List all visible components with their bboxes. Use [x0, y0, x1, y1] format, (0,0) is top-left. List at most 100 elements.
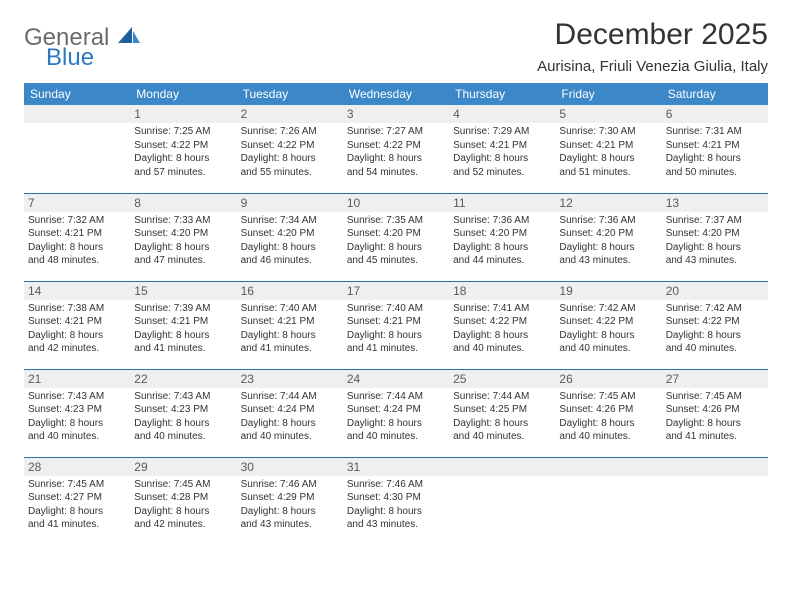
calendar-cell: 17Sunrise: 7:40 AMSunset: 4:21 PMDayligh… [343, 281, 449, 369]
day-number: 30 [237, 458, 343, 476]
calendar-cell: 4Sunrise: 7:29 AMSunset: 4:21 PMDaylight… [449, 105, 555, 193]
sunrise-text: Sunrise: 7:42 AM [666, 302, 764, 316]
calendar-cell [24, 105, 130, 193]
day-number: 3 [343, 105, 449, 123]
sunrise-text: Sunrise: 7:46 AM [241, 478, 339, 492]
day-number: 28 [24, 458, 130, 476]
day2-text: and 44 minutes. [453, 254, 551, 268]
calendar-cell: 25 Sunrise: 7:44 AMSunset: 4:25 PMDayligh… [449, 369, 555, 457]
sunset-text: Sunset: 4:20 PM [241, 227, 339, 241]
sunrise-text: Sunrise: 7:26 AM [241, 125, 339, 139]
calendar-cell: 3Sunrise: 7:27 AMSunset: 4:22 PMDaylight… [343, 105, 449, 193]
day-number-empty [555, 458, 661, 476]
day2-text: and 40 minutes. [559, 342, 657, 356]
day2-text: and 42 minutes. [28, 342, 126, 356]
day1-text: Daylight: 8 hours [347, 505, 445, 519]
sunset-text: Sunset: 4:21 PM [28, 227, 126, 241]
sunset-text: Sunset: 4:21 PM [28, 315, 126, 329]
sunrise-text: Sunrise: 7:27 AM [347, 125, 445, 139]
sunrise-text: Sunrise: 7:45 AM [28, 478, 126, 492]
day1-text: Daylight: 8 hours [28, 329, 126, 343]
sunrise-text: Sunrise: 7:45 AM [559, 390, 657, 404]
day-number: 25 [449, 370, 555, 388]
day2-text: and 40 minutes. [241, 430, 339, 444]
sunrise-text: Sunrise: 7:36 AM [453, 214, 551, 228]
sunrise-text: Sunrise: 7:42 AM [559, 302, 657, 316]
sunset-text: Sunset: 4:26 PM [559, 403, 657, 417]
page-title: December 2025 [537, 18, 768, 52]
day-number: 26 [555, 370, 661, 388]
day1-text: Daylight: 8 hours [241, 329, 339, 343]
day2-text: and 50 minutes. [666, 166, 764, 180]
sunset-text: Sunset: 4:22 PM [347, 139, 445, 153]
sunset-text: Sunset: 4:25 PM [453, 403, 551, 417]
calendar-week-row: 14Sunrise: 7:38 AMSunset: 4:21 PMDayligh… [24, 281, 768, 369]
day-number: 17 [343, 282, 449, 300]
sunrise-text: Sunrise: 7:34 AM [241, 214, 339, 228]
day-number: 27 [662, 370, 768, 388]
day-number: 16 [237, 282, 343, 300]
calendar-cell: 23Sunrise: 7:44 AMSunset: 4:24 PMDayligh… [237, 369, 343, 457]
day1-text: Daylight: 8 hours [453, 329, 551, 343]
sunrise-text: Sunrise: 7:45 AM [134, 478, 232, 492]
sunset-text: Sunset: 4:22 PM [559, 315, 657, 329]
day-number: 13 [662, 194, 768, 212]
day1-text: Daylight: 8 hours [559, 417, 657, 431]
day-number: 11 [449, 194, 555, 212]
calendar-week-row: 21Sunrise: 7:43 AMSunset: 4:23 PMDayligh… [24, 369, 768, 457]
day1-text: Daylight: 8 hours [28, 417, 126, 431]
day1-text: Daylight: 8 hours [559, 329, 657, 343]
title-block: December 2025 Aurisina, Friuli Venezia G… [537, 18, 768, 75]
sunset-text: Sunset: 4:20 PM [559, 227, 657, 241]
day-number-empty [449, 458, 555, 476]
day1-text: Daylight: 8 hours [453, 417, 551, 431]
day1-text: Daylight: 8 hours [559, 152, 657, 166]
calendar-cell: 6Sunrise: 7:31 AMSunset: 4:21 PMDaylight… [662, 105, 768, 193]
sunset-text: Sunset: 4:20 PM [666, 227, 764, 241]
sunrise-text: Sunrise: 7:43 AM [134, 390, 232, 404]
day1-text: Daylight: 8 hours [241, 241, 339, 255]
sunset-text: Sunset: 4:28 PM [134, 491, 232, 505]
calendar-week-row: 7Sunrise: 7:32 AMSunset: 4:21 PMDaylight… [24, 193, 768, 281]
calendar-cell: 12Sunrise: 7:36 AMSunset: 4:20 PMDayligh… [555, 193, 661, 281]
calendar-cell: 29 Sunrise: 7:45 AMSunset: 4:28 PMDayligh… [130, 457, 236, 545]
day2-text: and 43 minutes. [559, 254, 657, 268]
day2-text: and 41 minutes. [28, 518, 126, 532]
calendar-cell: 31Sunrise: 7:46 AMSunset: 4:30 PMDayligh… [343, 457, 449, 545]
day-number: 29 [130, 458, 236, 476]
day1-text: Daylight: 8 hours [347, 241, 445, 255]
day-number-empty [662, 458, 768, 476]
day1-text: Daylight: 8 hours [241, 152, 339, 166]
day2-text: and 40 minutes. [347, 430, 445, 444]
day2-text: and 43 minutes. [347, 518, 445, 532]
weekday-heading: Thursday [449, 83, 555, 105]
day1-text: Daylight: 8 hours [134, 505, 232, 519]
day1-text: Daylight: 8 hours [347, 329, 445, 343]
calendar-cell: 20Sunrise: 7:42 AMSunset: 4:22 PMDayligh… [662, 281, 768, 369]
day-number: 5 [555, 105, 661, 123]
day2-text: and 43 minutes. [666, 254, 764, 268]
sunset-text: Sunset: 4:21 PM [134, 315, 232, 329]
calendar-cell: 27Sunrise: 7:45 AMSunset: 4:26 PMDayligh… [662, 369, 768, 457]
day-number: 20 [662, 282, 768, 300]
sunrise-text: Sunrise: 7:40 AM [347, 302, 445, 316]
sunrise-text: Sunrise: 7:46 AM [347, 478, 445, 492]
sunset-text: Sunset: 4:30 PM [347, 491, 445, 505]
day-number: 10 [343, 194, 449, 212]
sunrise-text: Sunrise: 7:44 AM [453, 390, 551, 404]
day2-text: and 41 minutes. [347, 342, 445, 356]
day2-text: and 40 minutes. [453, 342, 551, 356]
location-text: Aurisina, Friuli Venezia Giulia, Italy [537, 58, 768, 75]
sunrise-text: Sunrise: 7:32 AM [28, 214, 126, 228]
calendar-week-row: 28Sunrise: 7:45 AMSunset: 4:27 PMDayligh… [24, 457, 768, 545]
sail-icon [118, 26, 140, 50]
calendar-cell: 1Sunrise: 7:25 AMSunset: 4:22 PMDaylight… [130, 105, 236, 193]
calendar-cell [555, 457, 661, 545]
sunrise-text: Sunrise: 7:40 AM [241, 302, 339, 316]
day2-text: and 41 minutes. [666, 430, 764, 444]
day1-text: Daylight: 8 hours [134, 417, 232, 431]
sunrise-text: Sunrise: 7:33 AM [134, 214, 232, 228]
day1-text: Daylight: 8 hours [241, 417, 339, 431]
calendar-cell: 22Sunrise: 7:43 AMSunset: 4:23 PMDayligh… [130, 369, 236, 457]
calendar-cell: 21Sunrise: 7:43 AMSunset: 4:23 PMDayligh… [24, 369, 130, 457]
